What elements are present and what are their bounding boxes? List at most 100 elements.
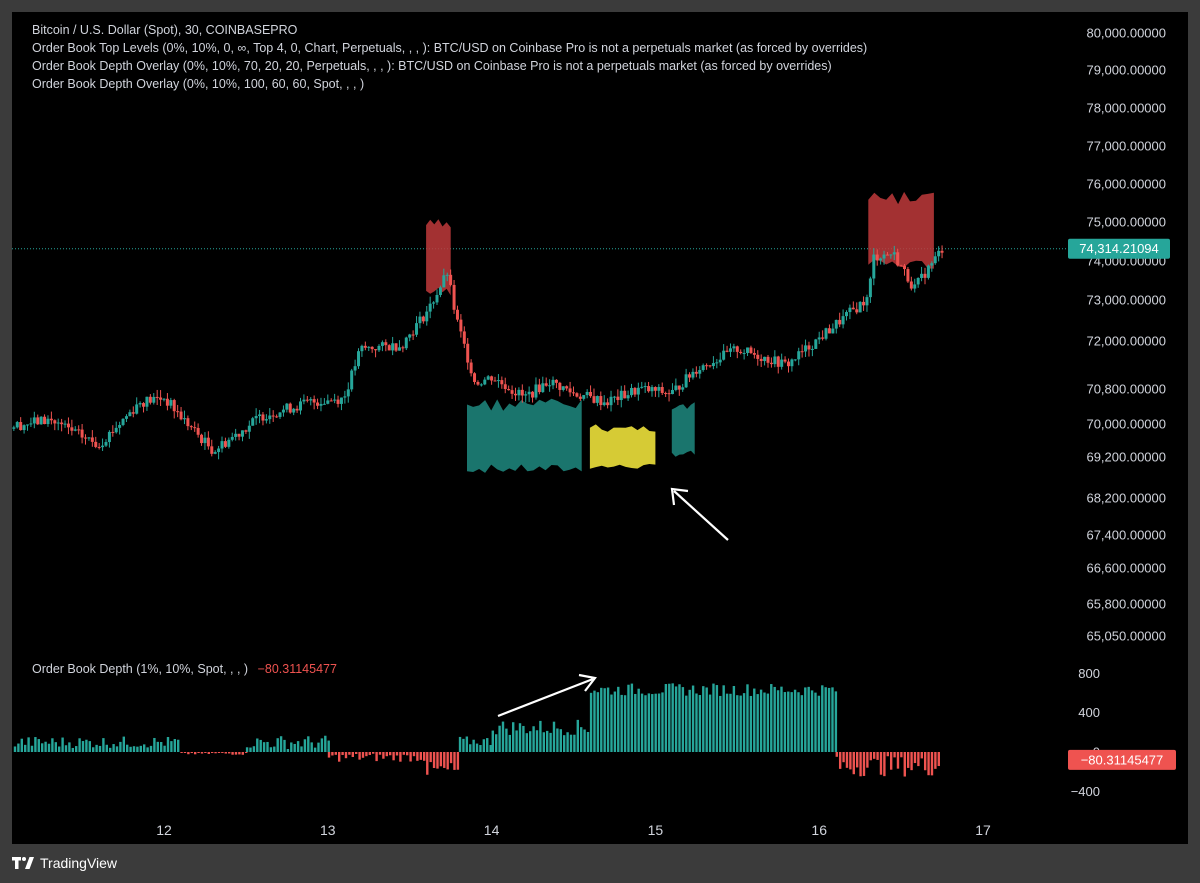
- candle-body: [592, 396, 596, 403]
- osc-bar: [389, 752, 392, 756]
- yellow-overlay: [589, 424, 656, 469]
- candle-body: [858, 301, 862, 313]
- osc-bar: [54, 742, 57, 752]
- candle-body: [230, 436, 234, 440]
- osc-bar: [664, 684, 668, 752]
- osc-bar: [324, 735, 327, 752]
- candle-body: [534, 384, 538, 398]
- candle-body: [496, 380, 500, 382]
- osc-bar: [361, 752, 365, 758]
- candle-body: [589, 391, 593, 397]
- candle-body: [350, 370, 354, 390]
- candle-body: [896, 252, 900, 266]
- osc-bar: [334, 752, 337, 755]
- chart-svg[interactable]: 80,000.00000 79,000.00000 78,000.00000 77,0…: [12, 12, 1188, 844]
- candle-body: [708, 365, 712, 367]
- osc-bar: [190, 752, 193, 754]
- osc-bar: [937, 752, 940, 767]
- candle-body: [827, 328, 831, 334]
- osc-bar: [475, 743, 479, 752]
- osc-bar: [300, 746, 303, 752]
- candle-body: [657, 386, 661, 391]
- osc-bar: [173, 739, 176, 752]
- indicator-legend-depth-overlay-perp[interactable]: Order Book Depth Overlay (0%, 10%, 70, 2…: [32, 59, 832, 73]
- osc-bar: [327, 752, 331, 758]
- osc-bar: [399, 752, 402, 762]
- osc-bar: [313, 747, 317, 752]
- candle-body: [602, 402, 606, 406]
- candle-body: [182, 418, 186, 420]
- osc-bar: [68, 742, 71, 752]
- osc-bar: [385, 752, 388, 757]
- osc-bar: [409, 752, 412, 762]
- oscillator-legend[interactable]: Order Book Depth (1%, 10%, Spot, , , ) −…: [32, 662, 337, 676]
- osc-bar: [197, 752, 200, 753]
- candle-body: [357, 351, 361, 367]
- candle-body: [930, 263, 934, 266]
- candle-body: [391, 343, 395, 351]
- candle-body: [111, 431, 115, 433]
- branding[interactable]: TradingView: [12, 850, 117, 876]
- osc-bar: [518, 723, 522, 752]
- candle-body: [653, 387, 657, 391]
- candle-body: [128, 412, 132, 417]
- osc-bar: [845, 752, 849, 768]
- osc-bar: [269, 747, 273, 752]
- indicator-legend-top-levels[interactable]: Order Book Top Levels (0%, 10%, 0, ∞, To…: [32, 41, 868, 55]
- candle-body: [152, 396, 156, 403]
- osc-bar: [238, 752, 241, 755]
- osc-bar: [20, 738, 23, 752]
- osc-bar: [715, 685, 719, 752]
- osc-bar: [259, 739, 262, 752]
- annotation-arrow-price: [673, 490, 729, 541]
- candle-body: [862, 301, 866, 306]
- osc-bar: [685, 695, 688, 752]
- osc-bar: [749, 695, 753, 752]
- osc-bar: [177, 739, 180, 752]
- candle-body: [759, 358, 763, 362]
- osc-bar: [129, 746, 132, 752]
- candle-body: [776, 356, 780, 367]
- candle-body: [875, 254, 879, 261]
- osc-bar: [149, 745, 153, 752]
- osc-bar: [61, 737, 64, 752]
- price-axis-tick: 65,050.00000: [1086, 629, 1166, 644]
- candle-body: [667, 393, 671, 395]
- indicator-legend-depth-overlay-spot[interactable]: Order Book Depth Overlay (0%, 10%, 100, …: [32, 77, 365, 91]
- candle-body: [865, 297, 869, 306]
- candle-body: [517, 389, 521, 396]
- osc-axis-tick: 800: [1078, 666, 1100, 681]
- osc-bar: [115, 746, 119, 752]
- osc-bar: [872, 752, 876, 759]
- candle-body: [247, 425, 251, 432]
- candle-body: [285, 403, 289, 410]
- candle-body: [295, 408, 299, 411]
- osc-bar: [617, 686, 620, 752]
- osc-bar: [866, 752, 869, 768]
- price-axis-tick: 68,200.00000: [1086, 491, 1166, 506]
- candle-body: [763, 356, 767, 362]
- candle-body: [39, 416, 43, 425]
- candle-body: [923, 273, 927, 278]
- candle-body: [885, 254, 889, 256]
- candle-body: [568, 388, 572, 393]
- osc-bar: [378, 752, 382, 755]
- osc-bar: [674, 686, 678, 752]
- price-axis-tick: 65,800.00000: [1086, 597, 1166, 612]
- candle-body: [12, 427, 16, 429]
- candle-body: [336, 399, 340, 404]
- osc-bar: [88, 741, 91, 752]
- osc-bar: [501, 721, 505, 752]
- osc-bar: [756, 694, 759, 752]
- osc-bar: [163, 745, 166, 752]
- candle-body: [490, 376, 494, 381]
- main-legend[interactable]: Bitcoin / U.S. Dollar (Spot), 30, COINBA…: [32, 23, 298, 37]
- osc-bar: [739, 695, 742, 752]
- osc-bar: [746, 684, 749, 752]
- osc-bar: [879, 752, 883, 775]
- osc-bar: [610, 694, 613, 752]
- candle-body: [903, 265, 907, 270]
- osc-bar: [852, 752, 855, 775]
- candle-body: [544, 383, 548, 386]
- osc-bar: [187, 752, 190, 755]
